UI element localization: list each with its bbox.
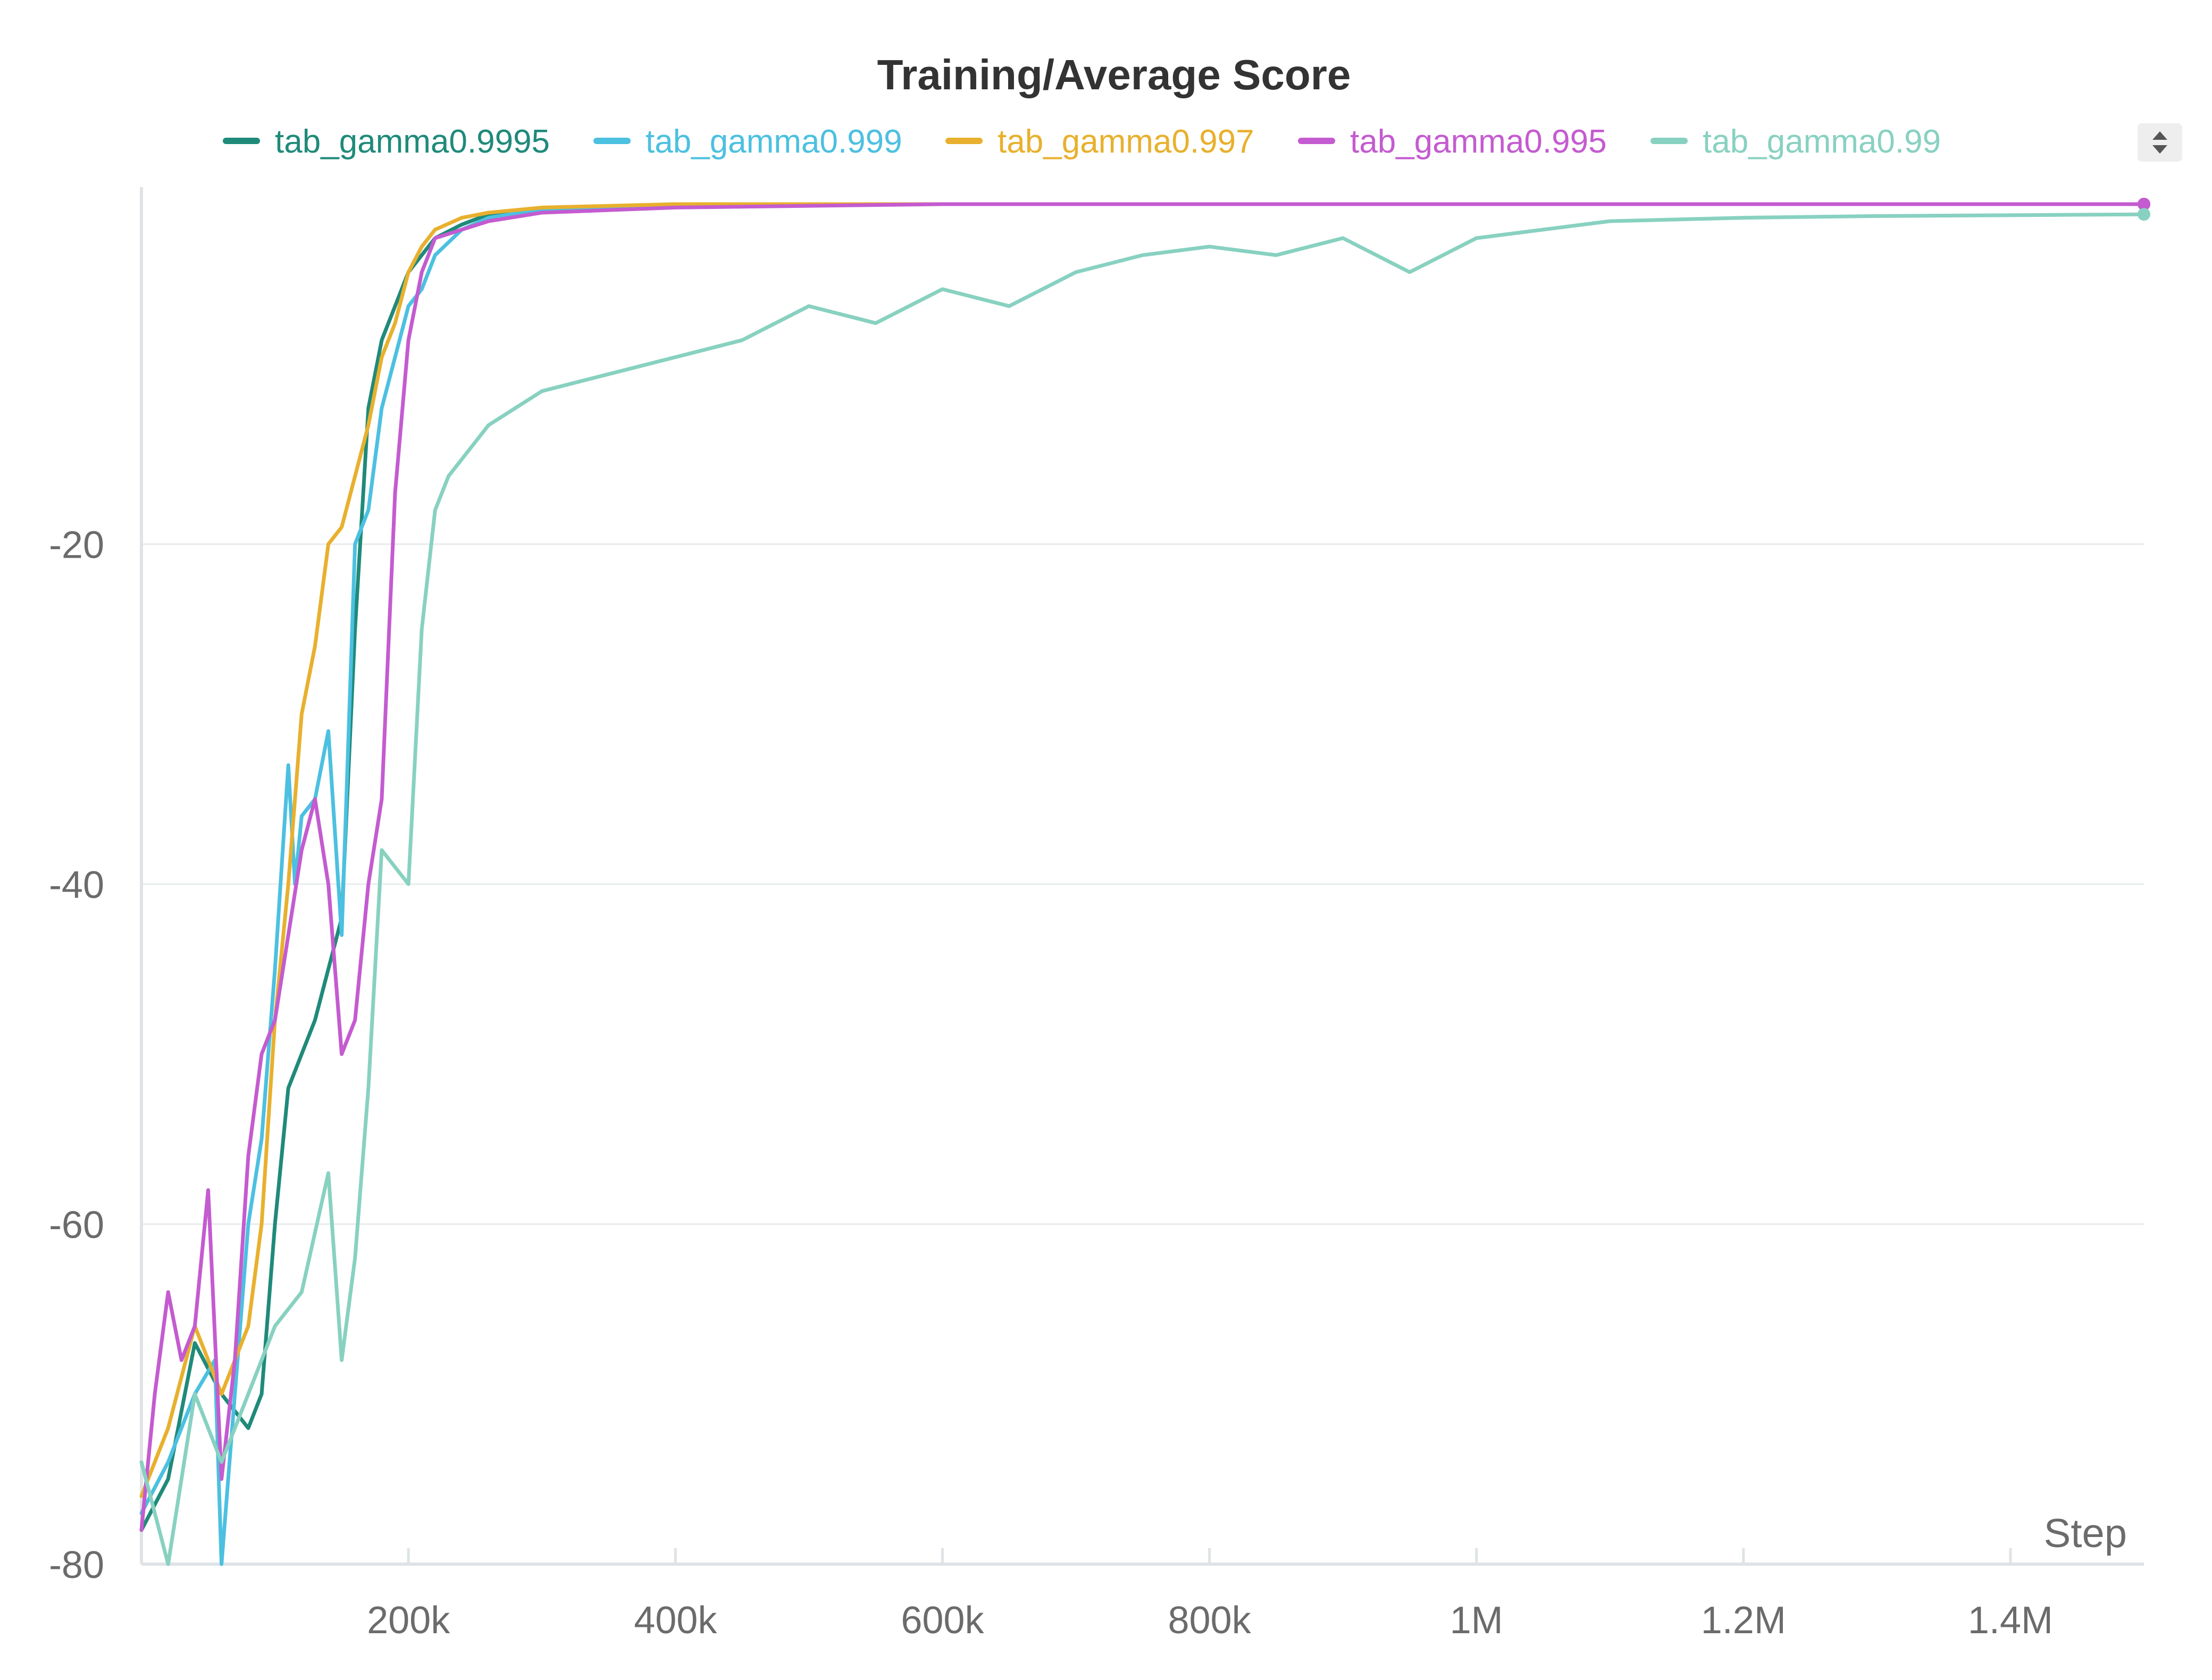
legend-item[interactable]: tab_gamma0.999: [593, 123, 902, 160]
legend-scroll-button[interactable]: [2138, 123, 2182, 162]
series-line-4: [139, 212, 2146, 1566]
legend-item[interactable]: tab_gamma0.99: [1650, 123, 1941, 160]
series-end-point: [2138, 197, 2150, 211]
x-tick-label: 800k: [1168, 1599, 1251, 1642]
x-axis-ticks: 200k 400k 600k 800k 1M 1.2M 1.4M: [367, 1548, 2053, 1642]
series-end-point: [2138, 208, 2150, 221]
grid-lines: [141, 543, 2144, 1225]
legend-label: tab_gamma0.9995: [275, 123, 550, 160]
y-tick-label: -20: [49, 524, 104, 566]
y-tick-label: -80: [49, 1544, 104, 1586]
x-tick-label: 400k: [634, 1599, 717, 1642]
x-axis-title: Step: [2044, 1511, 2127, 1556]
legend-label: tab_gamma0.999: [646, 123, 902, 160]
legend-item[interactable]: tab_gamma0.9995: [223, 123, 550, 160]
y-tick-label: -40: [49, 864, 104, 906]
legend: tab_gamma0.9995 tab_gamma0.999 tab_gamma0.…: [223, 123, 1941, 160]
x-tick-label: 1.4M: [1968, 1599, 2053, 1642]
chart-title: Training/Average Score: [877, 51, 1351, 98]
series-group: [139, 197, 2150, 1566]
x-tick-label: 1.2M: [1701, 1599, 1786, 1642]
legend-label: tab_gamma0.995: [1350, 123, 1607, 160]
x-tick-label: 1M: [1450, 1599, 1503, 1642]
legend-label: tab_gamma0.997: [998, 123, 1254, 160]
legend-item[interactable]: tab_gamma0.995: [1298, 123, 1607, 160]
legend-label: tab_gamma0.99: [1703, 123, 1941, 160]
x-tick-label: 600k: [901, 1599, 984, 1642]
y-axis-ticks: -80 -60 -40 -20: [49, 524, 104, 1586]
chevron-down-icon: [2152, 145, 2167, 154]
x-tick-label: 200k: [367, 1599, 450, 1642]
series-line-3: [139, 202, 2146, 1532]
legend-item[interactable]: tab_gamma0.997: [945, 123, 1254, 160]
y-tick-label: -60: [49, 1204, 104, 1246]
chevron-up-icon: [2152, 131, 2167, 140]
